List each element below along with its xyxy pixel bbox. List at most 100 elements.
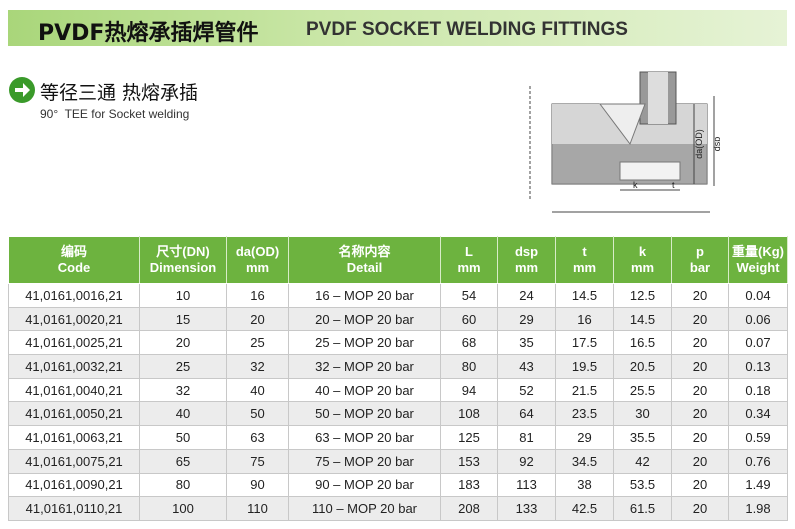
table-cell: 32 – MOP 20 bar <box>288 354 441 379</box>
table-cell: 0.13 <box>728 354 788 379</box>
table-cell: 41,0161,0075,21 <box>8 448 140 474</box>
header-line: L <box>465 244 473 259</box>
table-cell: 40 <box>226 377 289 403</box>
table-cell: 50 – MOP 20 bar <box>288 401 441 427</box>
table-cell: 20 <box>671 472 729 498</box>
table-cell: 40 – MOP 20 bar <box>288 377 441 403</box>
table-cell: 1.98 <box>728 496 788 521</box>
table-cell: 64 <box>497 401 556 427</box>
table-cell: 10 <box>139 283 227 308</box>
table-cell: 16 <box>226 283 289 308</box>
table-cell: 19.5 <box>555 354 614 379</box>
table-cell: 20 <box>671 306 729 332</box>
header-cell: da(OD) mm <box>226 236 289 284</box>
header-line: 编码 <box>60 244 87 259</box>
table-cell: 110 <box>226 496 289 521</box>
header-cell: 重量(Kg) Weight <box>728 236 788 284</box>
table-cell: 34.5 <box>555 448 614 474</box>
table-cell: 41,0161,0090,21 <box>8 472 140 498</box>
table-row: 41,0161,0020,21 15 20 20 – MOP 20 bar 60 29 16… <box>8 306 788 332</box>
table-cell: 35 <box>497 330 556 356</box>
table-cell: 30 <box>613 401 672 427</box>
table-cell: 29 <box>555 425 614 450</box>
table-cell: 41,0161,0050,21 <box>8 401 140 427</box>
table-cell: 20.5 <box>613 354 672 379</box>
table-cell: 42 <box>613 448 672 474</box>
header-line: k <box>638 244 647 259</box>
header-line: 重量(Kg) <box>732 244 784 259</box>
header-line: mm <box>572 260 597 275</box>
table-cell: 80 <box>440 354 498 379</box>
table-cell: 68 <box>440 330 498 356</box>
title-zh: PVDF热熔承插焊管件 <box>38 21 259 46</box>
table-cell: 60 <box>440 306 498 332</box>
header-cell: dsp mm <box>497 236 556 284</box>
title-en: PVDF SOCKET WELDING FITTINGS <box>306 19 628 40</box>
table-cell: 0.04 <box>728 283 788 308</box>
header-line: 尺寸(DN) <box>156 244 210 259</box>
table-cell: 41,0161,0032,21 <box>8 354 140 379</box>
header-cell: 尺寸(DN) Dimension <box>139 236 227 284</box>
table-cell: 50 <box>139 425 227 450</box>
table-cell: 12.5 <box>613 283 672 308</box>
table-cell: 0.34 <box>728 401 788 427</box>
table-cell: 25 <box>226 330 289 356</box>
section-title: 等径三通 热熔承插 <box>40 82 199 104</box>
header-line: bar <box>689 260 711 275</box>
tee-diagram: k t da(OD) dsp <box>529 71 720 213</box>
table-cell: 20 <box>671 283 729 308</box>
table-cell: 20 – MOP 20 bar <box>288 306 441 332</box>
table-cell: 41,0161,0016,21 <box>8 283 140 308</box>
table-cell: 20 <box>671 401 729 427</box>
table-cell: 81 <box>497 425 556 450</box>
table-row: 41,0161,0075,21 65 75 75 – MOP 20 bar 153 92 3… <box>8 448 788 474</box>
table-cell: 20 <box>671 354 729 379</box>
table-cell: 90 <box>226 472 289 498</box>
header-line: Weight <box>736 260 780 275</box>
table-cell: 17.5 <box>555 330 614 356</box>
table-cell: 41,0161,0025,21 <box>8 330 140 356</box>
header-row: 编码 Code 尺寸(DN) Dimension da(OD) mm 名称内容 Detail L… <box>8 236 788 284</box>
table-row: 41,0161,0090,21 80 90 90 – MOP 20 bar 183 113… <box>8 472 788 498</box>
table-cell: 32 <box>139 377 227 403</box>
table-cell: 20 <box>671 496 729 521</box>
spec-table: 编码 Code 尺寸(DN) Dimension da(OD) mm 名称内容 Detail L… <box>8 236 788 521</box>
table-cell: 23.5 <box>555 401 614 427</box>
table-cell: 14.5 <box>555 283 614 308</box>
table-cell: 24 <box>497 283 556 308</box>
header-cell: t mm <box>555 236 614 284</box>
table-cell: 29 <box>497 306 556 332</box>
table-cell: 35.5 <box>613 425 672 450</box>
table-cell: 38 <box>555 472 614 498</box>
table-cell: 41,0161,0110,21 <box>8 496 140 521</box>
table-cell: 25 <box>139 354 227 379</box>
table-cell: 65 <box>139 448 227 474</box>
table-cell: 20 <box>671 330 729 356</box>
table-body: 41,0161,0016,21 10 16 16 – MOP 20 bar 54 24 14… <box>8 283 788 521</box>
diagram-label: dsp <box>712 137 720 152</box>
table-row: 41,0161,0050,21 40 50 50 – MOP 20 bar 108 64 2… <box>8 401 788 427</box>
diagram-label: k <box>633 180 638 190</box>
table-row: 41,0161,0032,21 25 32 32 – MOP 20 bar 80 43 19… <box>8 354 788 379</box>
table-cell: 0.76 <box>728 448 788 474</box>
arrow-icon <box>9 77 35 103</box>
header-line: mm <box>630 260 655 275</box>
table-cell: 0.18 <box>728 377 788 403</box>
table-cell: 50 <box>226 401 289 427</box>
table-row: 41,0161,0063,21 50 63 63 – MOP 20 bar 125 81 2… <box>8 425 788 450</box>
table-cell: 41,0161,0040,21 <box>8 377 140 403</box>
table-cell: 61.5 <box>613 496 672 521</box>
table-cell: 16 <box>555 306 614 332</box>
table-row: 41,0161,0025,21 20 25 25 – MOP 20 bar 68 35 17… <box>8 330 788 356</box>
header-cell: p bar <box>671 236 729 284</box>
header-line: t <box>582 244 587 259</box>
table-cell: 110 – MOP 20 bar <box>288 496 441 521</box>
table-cell: 15 <box>139 306 227 332</box>
table-cell: 75 – MOP 20 bar <box>288 448 441 474</box>
header-line: mm <box>457 260 481 275</box>
header-line: p <box>696 244 704 259</box>
table-cell: 80 <box>139 472 227 498</box>
table-cell: 41,0161,0063,21 <box>8 425 140 450</box>
table-cell: 94 <box>440 377 498 403</box>
table-cell: 133 <box>497 496 556 521</box>
